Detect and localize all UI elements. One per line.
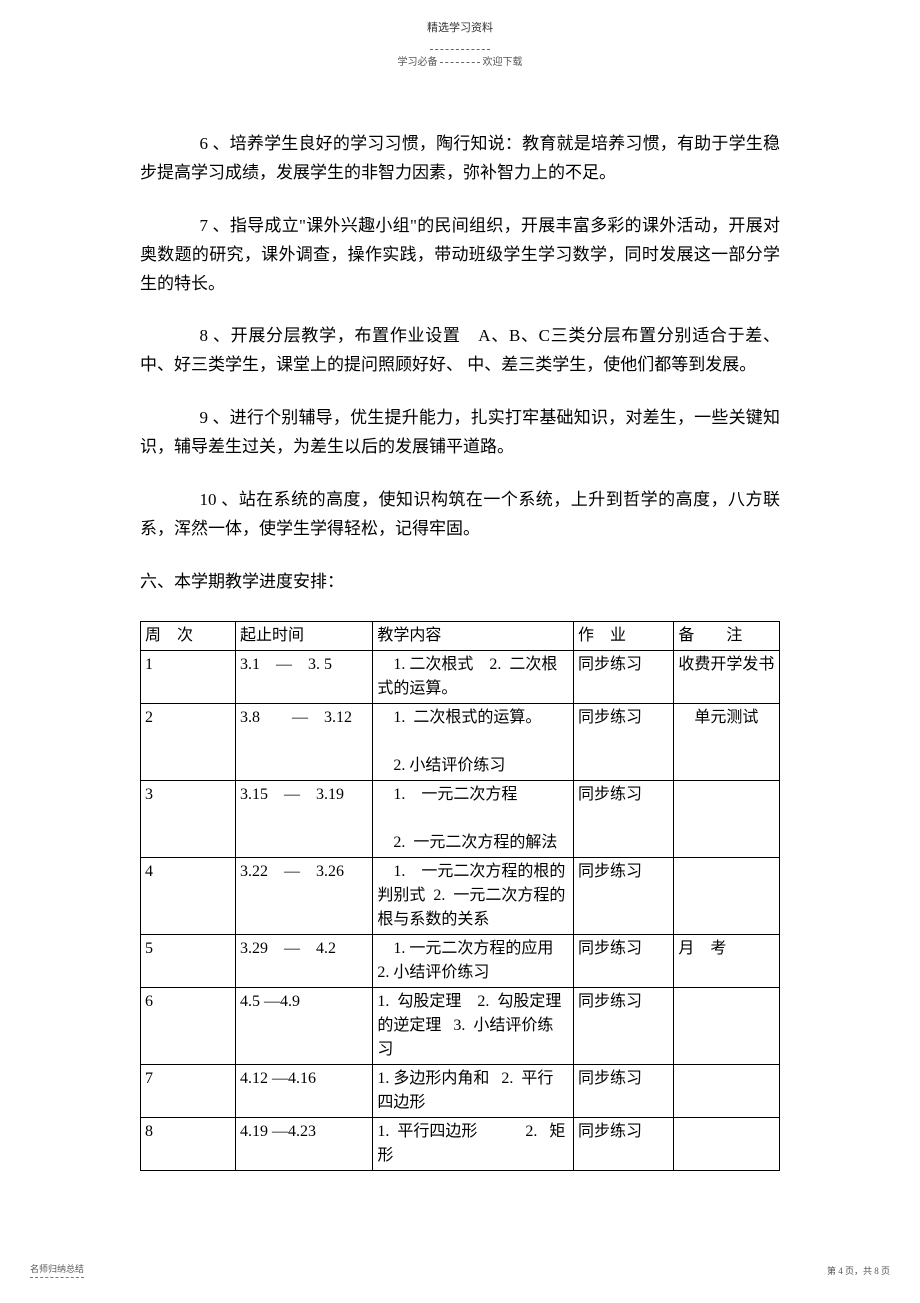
table-row: 4 3.22 — 3.26 1. 一元二次方程的根的判别式 2. 一元二次方程的… [141,857,780,934]
table-row: 2 3.8 — 3.12 1. 二次根式的运算。 2. 小结评价练习 同步练习 … [141,703,780,780]
document-content: 6 、培养学生良好的学习习惯，陶行知说：教育就是培养习惯，有助于学生稳步提高学习… [0,70,920,1171]
header-sub-right: 欢迎下载 [483,57,523,68]
cell-date: 3.29 — 4.2 [236,934,373,987]
cell-date: 4.5 —4.9 [236,987,373,1064]
cell-homework: 同步练习 [574,703,674,780]
cell-homework: 同步练习 [574,650,674,703]
cell-notes: 收费开学发书 [674,650,780,703]
cell-notes [674,780,780,857]
paragraph-6: 6 、培养学生良好的学习习惯，陶行知说：教育就是培养习惯，有助于学生稳步提高学习… [140,130,780,188]
cell-notes: 月 考 [674,934,780,987]
table-row: 7 4.12 —4.16 1. 多边形内角和 2. 平行四边形 同步练习 [141,1064,780,1117]
cell-content: 1. 平行四边形 2. 矩形 [373,1117,574,1170]
table-row: 6 4.5 —4.9 1. 勾股定理 2. 勾股定理的逆定理 3. 小结评价练习… [141,987,780,1064]
cell-week: 5 [141,934,236,987]
header-sub-left: 学习必备 [398,57,438,68]
cell-homework: 同步练习 [574,1064,674,1117]
cell-week: 1 [141,650,236,703]
paragraph-9: 9 、进行个别辅导，优生提升能力，扎实打牢基础知识，对差生，一些关键知识，辅导差… [140,404,780,462]
cell-content: 1. 一元二次方程 2. 一元二次方程的解法 [373,780,574,857]
cell-notes: 单元测试 [674,703,780,780]
th-homework: 作 业 [574,621,674,650]
schedule-table: 周 次 起止时间 教学内容 作 业 备 注 1 3.1 — 3. 5 1. 二次… [140,621,780,1171]
footer-left: 名师归纳总结 [30,1263,84,1279]
cell-week: 2 [141,703,236,780]
cell-notes [674,987,780,1064]
table-body: 1 3.1 — 3. 5 1. 二次根式 2. 二次根式的运算。 同步练习 收费… [141,650,780,1170]
cell-week: 7 [141,1064,236,1117]
th-date: 起止时间 [236,621,373,650]
section-heading: 六、本学期教学进度安排： [140,568,780,597]
header-top-dash [430,49,490,50]
header-sub-dash [440,62,480,63]
table-row: 8 4.19 —4.23 1. 平行四边形 2. 矩形 同步练习 [141,1117,780,1170]
cell-content: 1. 一元二次方程的根的判别式 2. 一元二次方程的根与系数的关系 [373,857,574,934]
cell-week: 6 [141,987,236,1064]
table-header-row: 周 次 起止时间 教学内容 作 业 备 注 [141,621,780,650]
footer-right: 第 4 页，共 8 页 [827,1265,890,1279]
cell-date: 3.15 — 3.19 [236,780,373,857]
paragraph-10: 10 、站在系统的高度，使知识构筑在一个系统，上升到哲学的高度，八方联系，浑然一… [140,486,780,544]
cell-week: 4 [141,857,236,934]
cell-week: 8 [141,1117,236,1170]
paragraph-8: 8 、开展分层教学，布置作业设置 A、B、C三类分层布置分别适合于差、中、好三类… [140,322,780,380]
cell-date: 3.8 — 3.12 [236,703,373,780]
cell-date: 3.22 — 3.26 [236,857,373,934]
th-content: 教学内容 [373,621,574,650]
cell-week: 3 [141,780,236,857]
cell-notes [674,1064,780,1117]
th-notes: 备 注 [674,621,780,650]
paragraph-7: 7 、指导成立"课外兴趣小组"的民间组织，开展丰富多彩的课外活动，开展对奥数题的… [140,212,780,299]
header-sub: 学习必备 欢迎下载 [0,55,920,70]
page-header: 精选学习资料 学习必备 欢迎下载 [0,0,920,70]
cell-content: 1. 二次根式的运算。 2. 小结评价练习 [373,703,574,780]
cell-homework: 同步练习 [574,987,674,1064]
cell-date: 3.1 — 3. 5 [236,650,373,703]
table-row: 5 3.29 — 4.2 1. 一元二次方程的应用 2. 小结评价练习 同步练习… [141,934,780,987]
cell-notes [674,857,780,934]
cell-date: 4.19 —4.23 [236,1117,373,1170]
th-week: 周 次 [141,621,236,650]
table-row: 1 3.1 — 3. 5 1. 二次根式 2. 二次根式的运算。 同步练习 收费… [141,650,780,703]
table-row: 3 3.15 — 3.19 1. 一元二次方程 2. 一元二次方程的解法 同步练… [141,780,780,857]
cell-date: 4.12 —4.16 [236,1064,373,1117]
cell-homework: 同步练习 [574,780,674,857]
cell-homework: 同步练习 [574,1117,674,1170]
header-top: 精选学习资料 [0,20,920,37]
cell-homework: 同步练习 [574,934,674,987]
cell-homework: 同步练习 [574,857,674,934]
cell-content: 1. 二次根式 2. 二次根式的运算。 [373,650,574,703]
cell-notes [674,1117,780,1170]
cell-content: 1. 勾股定理 2. 勾股定理的逆定理 3. 小结评价练习 [373,987,574,1064]
cell-content: 1. 多边形内角和 2. 平行四边形 [373,1064,574,1117]
cell-content: 1. 一元二次方程的应用 2. 小结评价练习 [373,934,574,987]
